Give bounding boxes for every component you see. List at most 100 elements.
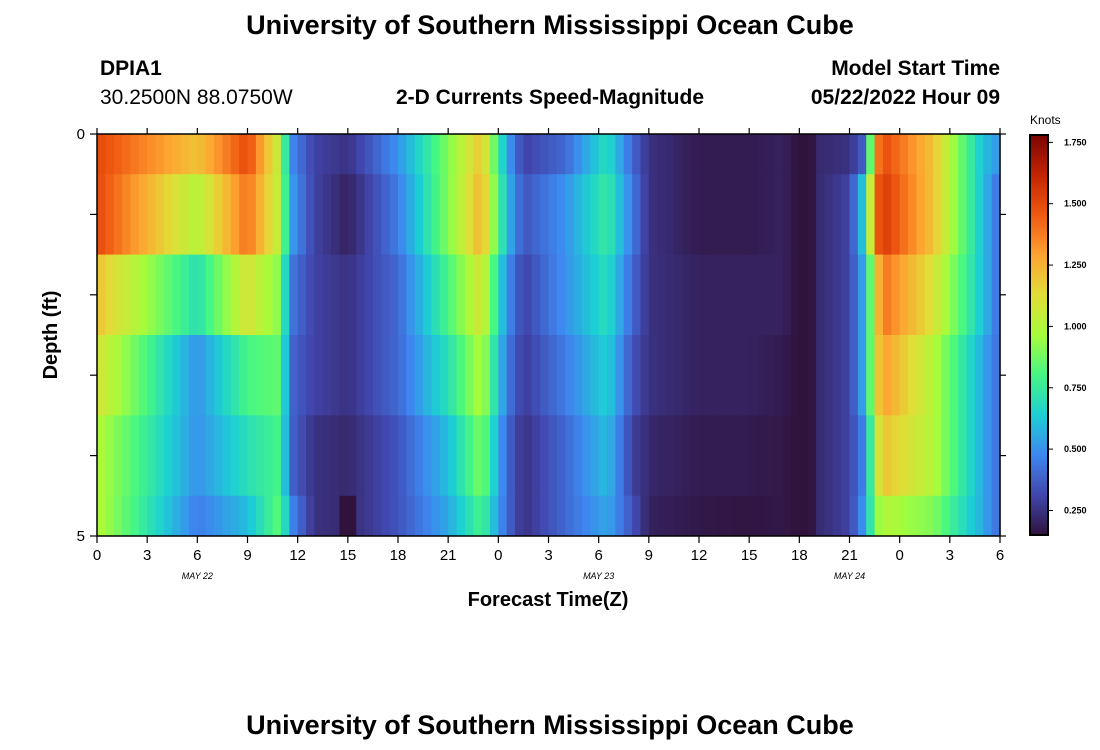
heatmap-cell: [749, 174, 759, 256]
x-tick-label: 15: [339, 547, 356, 564]
heatmap-cell: [857, 335, 867, 416]
heatmap-cell: [255, 335, 265, 416]
x-tick-label: 21: [841, 547, 858, 564]
heatmap-cell: [222, 254, 232, 336]
heatmap-cell: [958, 134, 968, 175]
heatmap-cell: [657, 335, 667, 416]
heatmap-cell: [790, 415, 800, 497]
heatmap-cell: [306, 254, 315, 336]
heatmap-cell: [598, 134, 608, 175]
heatmap-cell: [280, 495, 290, 537]
heatmap-cell: [230, 415, 240, 497]
heatmap-cell: [949, 495, 959, 537]
heatmap-cell: [540, 335, 550, 416]
heatmap-cell: [289, 335, 299, 416]
heatmap-cell: [958, 335, 968, 416]
heatmap-cell: [682, 335, 692, 416]
heatmap-cell: [247, 134, 257, 175]
heatmap-cell: [498, 495, 508, 537]
heatmap-cell: [740, 174, 750, 256]
heatmap-cell: [841, 254, 851, 336]
heatmap-cell: [707, 174, 717, 256]
colorbar-body: [1029, 134, 1049, 536]
heatmap-cell: [306, 335, 315, 416]
heatmap-cell: [347, 415, 357, 497]
heatmap-cell: [665, 134, 675, 175]
heatmap-cell: [423, 134, 433, 175]
heatmap-cell: [506, 134, 516, 175]
heatmap-cell: [155, 254, 165, 336]
heatmap-cell: [280, 335, 290, 416]
heatmap-cell: [322, 174, 332, 256]
heatmap-cell: [949, 254, 959, 336]
heatmap-cell: [941, 134, 951, 175]
heatmap-cell: [581, 254, 591, 336]
heatmap-cell: [456, 415, 466, 497]
heatmap-cell: [523, 335, 533, 416]
heatmap-cell: [732, 254, 742, 336]
heatmap-cell: [749, 495, 759, 537]
heatmap-cell: [473, 495, 483, 537]
heatmap-cell: [623, 254, 633, 336]
heatmap-cell: [481, 495, 491, 537]
heatmap-cell: [138, 254, 148, 336]
heatmap-cell: [414, 174, 424, 256]
heatmap-cell: [816, 254, 826, 336]
heatmap-cell: [724, 254, 734, 336]
heatmap-cell: [188, 134, 198, 175]
heatmap-cell: [180, 134, 190, 175]
heatmap-cell: [464, 335, 474, 416]
x-tick-label: 21: [440, 547, 457, 564]
heatmap-cell: [799, 495, 809, 537]
heatmap-cell: [799, 335, 809, 416]
x-tick-label: 6: [594, 547, 602, 564]
heatmap-cell: [322, 415, 332, 497]
x-tick-label: 18: [390, 547, 407, 564]
heatmap-cell: [172, 495, 182, 537]
heatmap-cell: [464, 134, 474, 175]
heatmap-cell: [590, 335, 600, 416]
heatmap-cell: [172, 134, 182, 175]
heatmap-cell: [740, 415, 750, 497]
y-axis-ticks: 05: [77, 126, 1006, 545]
heatmap-cell: [205, 415, 215, 497]
heatmap-cell: [456, 134, 466, 175]
heatmap-cell: [464, 495, 474, 537]
heatmap-cell: [966, 174, 976, 256]
heatmap-cell: [648, 495, 658, 537]
y-tick-label: 0: [77, 126, 85, 143]
heatmap-cell: [439, 254, 449, 336]
heatmap-cell: [464, 415, 474, 497]
heatmap-cell: [448, 134, 458, 175]
heatmap-cell: [607, 415, 616, 497]
heatmap-cell: [866, 335, 876, 416]
heatmap-cell: [749, 254, 759, 336]
heatmap-cell: [498, 174, 508, 256]
heatmap-cell: [581, 495, 591, 537]
heatmap-cell: [640, 174, 650, 256]
heatmap-cell: [648, 335, 658, 416]
heatmap-cell: [665, 495, 675, 537]
heatmap-cell: [406, 254, 416, 336]
heatmap-cell: [172, 174, 182, 256]
heatmap-cell: [489, 335, 499, 416]
heatmap-cell: [264, 254, 274, 336]
heatmap-cell: [481, 415, 491, 497]
heatmap-cell: [515, 174, 525, 256]
x-tick-label: 12: [691, 547, 708, 564]
heatmap-cell: [816, 134, 826, 175]
heatmap-cell: [983, 134, 993, 175]
heatmap-cell: [498, 134, 508, 175]
heatmap-cell: [464, 254, 474, 336]
heatmap-cell: [515, 495, 525, 537]
heatmap-cell: [130, 495, 140, 537]
heatmap-cell: [406, 415, 416, 497]
heatmap-cell: [556, 415, 566, 497]
heatmap-cell: [540, 174, 550, 256]
heatmap-cell: [715, 254, 725, 336]
heatmap-cell: [180, 495, 190, 537]
heatmap-cell: [749, 134, 759, 175]
heatmap-cell: [306, 495, 315, 537]
heatmap-cell: [682, 254, 692, 336]
heatmap-cell: [590, 254, 600, 336]
